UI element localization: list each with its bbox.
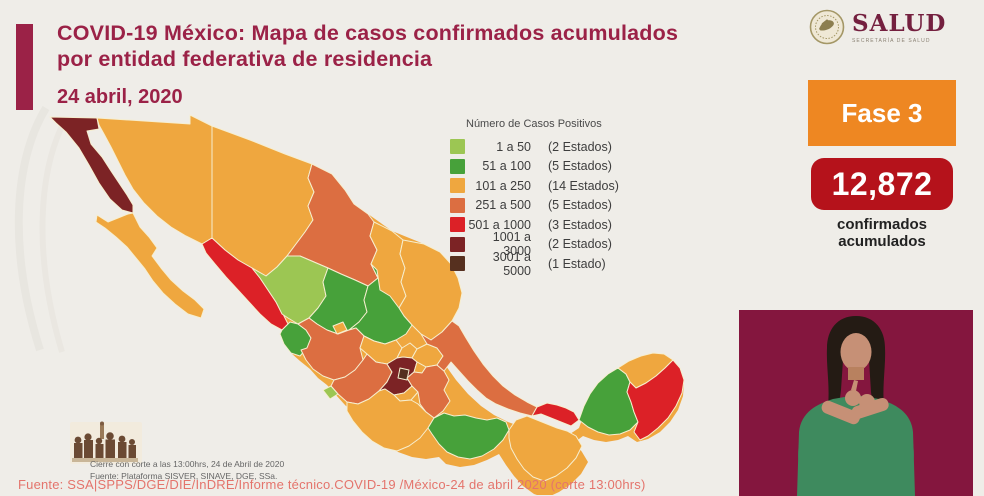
state-chiapas xyxy=(508,415,583,482)
legend-range: 1001 a 3000 xyxy=(492,230,531,259)
state-tabasco xyxy=(531,402,580,427)
legend-count: (1 Estado) xyxy=(548,256,606,271)
cases-badge: 12,872 xyxy=(811,158,953,210)
legend-swatch xyxy=(450,197,465,213)
state-baja-california xyxy=(49,116,134,214)
footer-cutoff-note: Cierre con corte a las 13:00hrs, 24 de A… xyxy=(90,459,285,469)
salud-wordmark-block: SALUD SECRETARÍA DE SALUD xyxy=(852,8,947,45)
eagle-seal-icon xyxy=(809,9,845,45)
cases-total: 12,872 xyxy=(831,165,933,202)
legend-swatch xyxy=(450,158,465,174)
footer-source: Fuente: SSA|SPPS/DGE/DIE/InDRE/Informe t… xyxy=(18,477,646,492)
left-accent-bar xyxy=(16,24,33,110)
legend-count: (5 Estados) xyxy=(548,159,612,174)
legend-swatch xyxy=(450,256,465,272)
state-quintana-roo xyxy=(626,359,685,441)
cases-caption-line2: acumulados xyxy=(838,233,926,250)
interpreter-panel xyxy=(739,310,973,496)
cases-caption-line1: confirmados xyxy=(836,216,927,233)
state-cdmx xyxy=(397,367,410,381)
salud-logo: SALUD SECRETARÍA DE SALUD xyxy=(808,8,968,48)
state-veracruz xyxy=(420,320,538,417)
cases-caption: confirmados acumulados xyxy=(808,216,956,250)
state-oaxaca xyxy=(427,412,510,460)
phase-label: Fase 3 xyxy=(841,97,923,128)
legend-count: (2 Estados) xyxy=(548,139,612,154)
legend-row: 501 a 1000 (3 Estados) xyxy=(450,215,680,235)
legend-row: 51 a 100 (5 Estados) xyxy=(450,157,680,177)
legend-swatch xyxy=(450,217,465,233)
legend-count: (14 Estados) xyxy=(548,178,619,193)
state-sonora xyxy=(96,114,213,245)
page-title-line2: por entidad federativa de residencia xyxy=(57,47,433,71)
phase-badge: Fase 3 xyxy=(808,80,956,146)
mexico-map xyxy=(49,114,685,495)
legend-range: 101 a 250 xyxy=(475,178,531,193)
legend-count: (5 Estados) xyxy=(548,198,612,213)
report-date: 24 abril, 2020 xyxy=(57,86,183,108)
page-title-line1: COVID-19 México: Mapa de casos confirmad… xyxy=(57,21,679,45)
legend-range: 1 a 50 xyxy=(496,139,531,154)
legend-range: 251 a 500 xyxy=(475,198,531,213)
background-watermark xyxy=(14,105,69,353)
legend-row: 1001 a 3000 (2 Estados) xyxy=(450,230,680,258)
legend-range: 501 a 1000 xyxy=(468,217,531,232)
legend-count: (2 Estados) xyxy=(548,237,612,252)
legend-swatch xyxy=(450,139,465,155)
interpreter-figure xyxy=(797,316,915,496)
legend-swatch xyxy=(450,178,465,194)
legend-row: 101 a 250 (14 Estados) xyxy=(450,176,680,196)
legend-range: 51 a 100 xyxy=(482,159,531,174)
state-san-luis-potosi xyxy=(348,263,413,345)
legend-count: (3 Estados) xyxy=(548,217,612,232)
map-states xyxy=(49,114,685,495)
state-aguascalientes xyxy=(332,321,348,335)
state-baja-california-sur xyxy=(95,212,205,319)
state-colima xyxy=(322,385,339,400)
legend-row: 3001 a 5000 (1 Estado) xyxy=(450,250,680,278)
legend-swatch xyxy=(450,236,465,252)
salud-wordmark: SALUD xyxy=(852,10,947,37)
salud-subtitle: SECRETARÍA DE SALUD xyxy=(852,38,931,44)
page-title: COVID-19 México: Mapa de casos confirmad… xyxy=(57,20,777,72)
legend-title: Número de Casos Positivos xyxy=(466,118,602,130)
legend: Número de Casos Positivos 1 a 50 (2 Esta… xyxy=(450,118,680,278)
crowd-graphic xyxy=(70,421,142,464)
legend-row: 251 a 500 (5 Estados) xyxy=(450,196,680,216)
footer-platform-note: Fuente: Plataforma SISVER, SINAVE, DGE, … xyxy=(90,471,278,481)
legend-row: 1 a 50 (2 Estados) xyxy=(450,137,680,157)
legend-range: 3001 a 5000 xyxy=(492,249,531,278)
